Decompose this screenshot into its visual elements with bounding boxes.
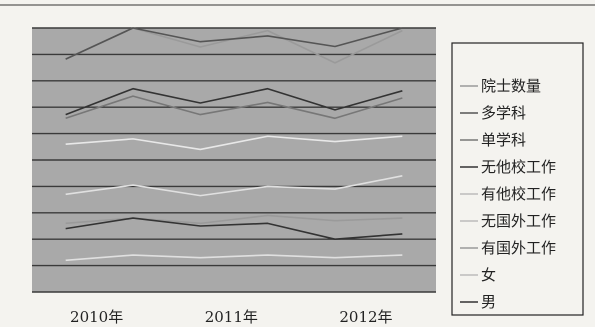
legend-label: 无他校工作 xyxy=(481,158,556,176)
series-line-3 xyxy=(65,87,403,116)
legend-label: 男 xyxy=(481,293,496,311)
legend-label: 有他校工作 xyxy=(481,185,556,203)
series-lines xyxy=(65,27,403,262)
legend-label: 女 xyxy=(481,266,496,284)
series-line-5 xyxy=(65,175,403,197)
series-line-8 xyxy=(65,217,403,240)
legend-label: 单学科 xyxy=(481,131,526,149)
x-tick-label: 2010年 xyxy=(70,308,123,326)
series-line-4 xyxy=(65,135,403,151)
series-line-7 xyxy=(65,254,403,262)
legend-label: 多学科 xyxy=(481,104,526,122)
series-line-1 xyxy=(65,27,403,60)
legend-label: 无国外工作 xyxy=(481,212,556,230)
x-tick-label: 2011年 xyxy=(205,308,258,326)
x-tick-label: 2012年 xyxy=(339,308,392,326)
legend-box xyxy=(451,42,584,316)
series-line-2 xyxy=(65,95,403,120)
legend-label: 有国外工作 xyxy=(481,239,556,257)
legend-label: 院士数量 xyxy=(481,77,541,95)
series-line-6 xyxy=(65,214,403,225)
x-axis-ticks: 2010年 2011年 2012年 xyxy=(70,308,393,326)
